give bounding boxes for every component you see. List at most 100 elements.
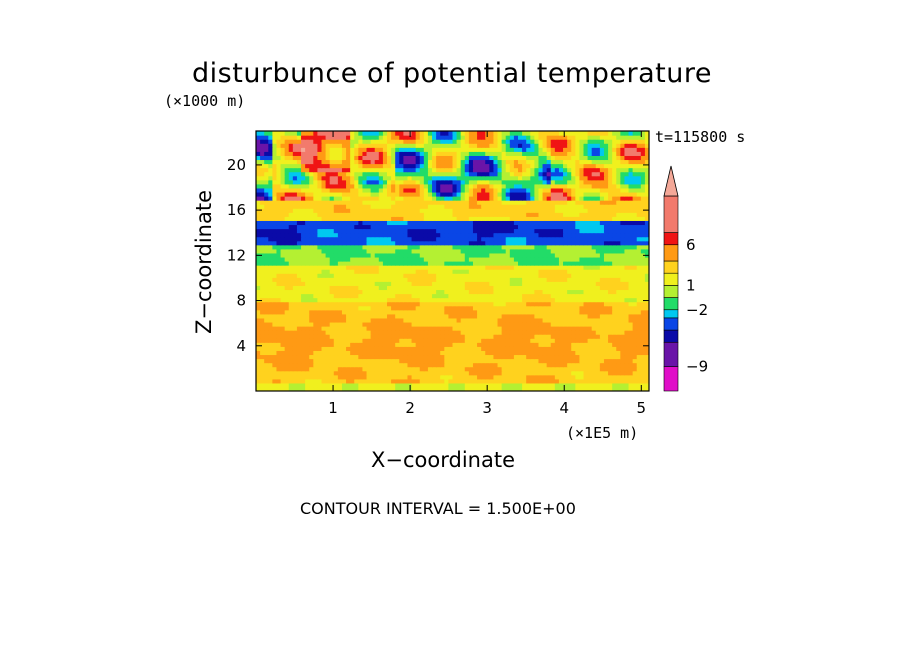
contour-cell (354, 321, 359, 327)
contour-cell (603, 269, 609, 274)
contour-cell (292, 358, 298, 364)
contour-cell (485, 346, 490, 351)
contour-cell (391, 273, 396, 278)
contour-cell (538, 236, 544, 242)
contour-cell (374, 297, 380, 303)
contour-cell (309, 277, 314, 282)
contour-cell (575, 378, 580, 384)
contour-cell (329, 378, 335, 384)
contour-cell (350, 330, 355, 335)
contour-cell (505, 297, 511, 303)
contour-cell (337, 358, 343, 364)
contour-cell (620, 338, 626, 343)
contour-cell (423, 293, 429, 299)
contour-cell (522, 204, 527, 209)
contour-cell (632, 338, 638, 343)
contour-cell (395, 212, 400, 217)
contour-cell (567, 240, 572, 246)
contour-cell (403, 289, 409, 295)
contour-cell (550, 374, 556, 380)
contour-cell (616, 370, 621, 376)
contour-cell (337, 330, 343, 335)
contour-cell (481, 309, 486, 315)
contour-cell (456, 196, 462, 201)
contour-cell (448, 200, 454, 205)
contour-cell (493, 179, 499, 185)
contour-cell (260, 330, 265, 335)
contour-cell (288, 244, 294, 250)
contour-cell (489, 273, 495, 278)
contour-cell (260, 216, 265, 221)
contour-cell (440, 305, 445, 311)
contour-cell (640, 326, 646, 331)
contour-cell (472, 281, 478, 286)
contour-cell (329, 305, 335, 311)
contour-cell (415, 378, 421, 384)
contour-cell (595, 366, 601, 372)
contour-cell (423, 200, 429, 205)
contour-cell (608, 321, 613, 327)
contour-cell (628, 224, 634, 230)
contour-cell (387, 326, 392, 331)
contour-cell (325, 297, 331, 303)
contour-cell (509, 366, 515, 372)
contour-cell (477, 252, 482, 258)
contour-cell (591, 216, 597, 221)
contour-cell (497, 179, 503, 185)
contour-cell (530, 366, 535, 372)
contour-cell (620, 374, 626, 380)
contour-cell (616, 346, 621, 351)
contour-cell (460, 232, 466, 238)
contour-cell (612, 289, 617, 295)
contour-cell (309, 382, 314, 388)
contour-cell (526, 366, 531, 372)
contour-cell (288, 224, 294, 230)
contour-cell (378, 232, 384, 238)
contour-cell (563, 277, 568, 282)
contour-interval-label: CONTOUR INTERVAL = 1.500E+00 (300, 499, 576, 518)
contour-cell (522, 236, 527, 242)
contour-cell (296, 285, 302, 291)
contour-cell (415, 204, 421, 209)
contour-cell (305, 374, 310, 380)
contour-cell (296, 212, 302, 217)
contour-cell (264, 248, 269, 254)
contour-cell (624, 382, 630, 388)
contour-cell (309, 273, 314, 278)
contour-cell (309, 220, 314, 226)
contour-cell (526, 244, 531, 250)
contour-cell (624, 281, 630, 286)
contour-cell (505, 228, 511, 234)
contour-cell (534, 252, 540, 258)
contour-cell (554, 265, 560, 270)
contour-cell (591, 187, 597, 193)
contour-cell (616, 309, 621, 315)
contour-cell (260, 378, 265, 384)
contour-cell (546, 179, 552, 185)
contour-cell (374, 366, 380, 372)
contour-cell (387, 224, 392, 230)
contour-cell (456, 208, 462, 213)
contour-cell (321, 305, 327, 311)
contour-cell (301, 350, 306, 356)
contour-cell (575, 301, 580, 307)
contour-cell (558, 204, 564, 209)
contour-cell (485, 204, 490, 209)
contour-cell (346, 240, 351, 246)
contour-cell (350, 281, 355, 286)
contour-cell (415, 346, 421, 351)
contour-cell (382, 350, 388, 356)
contour-cell (423, 321, 429, 327)
contour-cell (558, 248, 564, 254)
contour-cell (522, 224, 527, 230)
contour-cell (382, 293, 388, 299)
contour-cell (292, 191, 298, 197)
contour-cell (567, 386, 572, 391)
contour-cell (575, 224, 580, 230)
contour-cell (341, 244, 347, 250)
contour-cell (509, 309, 515, 315)
contour-cell (464, 191, 470, 197)
contour-cell (264, 346, 269, 351)
contour-cell (403, 191, 409, 197)
contour-cell (509, 374, 515, 380)
